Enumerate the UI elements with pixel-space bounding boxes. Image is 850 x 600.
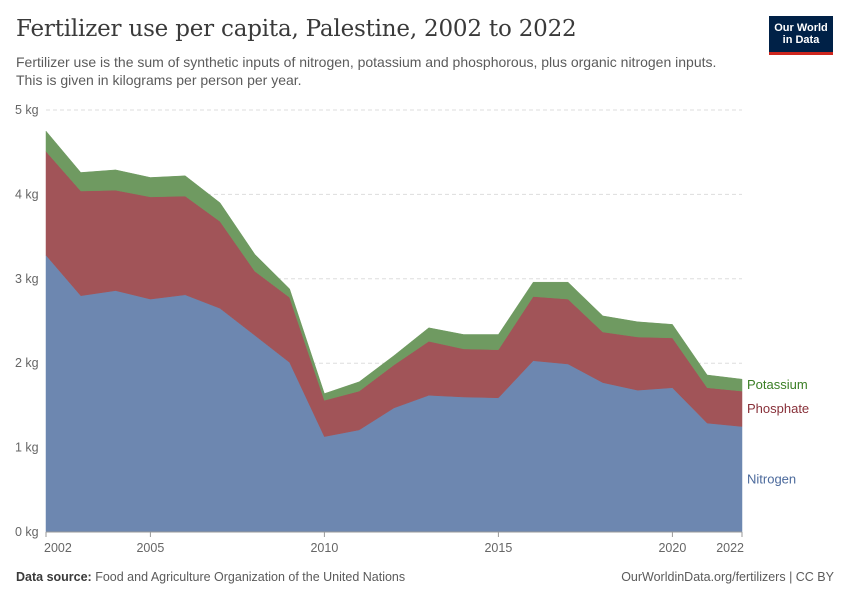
y-tick-label: 0 kg bbox=[15, 525, 39, 539]
y-axis: 0 kg 1 kg 2 kg 3 kg 4 kg 5 kg bbox=[15, 103, 39, 539]
data-source-text: Food and Agriculture Organization of the… bbox=[95, 570, 406, 584]
chart-title: Fertilizer use per capita, Palestine, 20… bbox=[16, 16, 577, 42]
y-tick-label: 4 kg bbox=[15, 187, 39, 201]
x-tick-label: 2005 bbox=[136, 541, 164, 555]
x-tick-label: 2002 bbox=[44, 541, 72, 555]
logo-line-2: in Data bbox=[782, 34, 820, 46]
logo-line-1: Our World bbox=[774, 22, 828, 34]
x-axis: 2002 2005 2010 2015 2020 2022 bbox=[44, 531, 744, 555]
series-label-potassium[interactable]: Potassium bbox=[747, 377, 808, 392]
y-tick-label: 2 kg bbox=[15, 356, 39, 370]
x-tick-label: 2022 bbox=[716, 541, 744, 555]
area-series-group bbox=[45, 130, 743, 533]
source-url-link[interactable]: OurWorldinData.org/fertilizers | CC BY bbox=[621, 570, 834, 584]
x-tick-label: 2015 bbox=[484, 541, 512, 555]
y-tick-label: 3 kg bbox=[15, 272, 39, 286]
area-potassium[interactable] bbox=[45, 130, 743, 401]
series-label-nitrogen[interactable]: Nitrogen bbox=[747, 471, 796, 486]
x-tick-label: 2010 bbox=[310, 541, 338, 555]
y-tick-label: 5 kg bbox=[15, 103, 39, 117]
owid-logo[interactable]: Our World in Data bbox=[769, 16, 833, 55]
data-source: Data source: Food and Agriculture Organi… bbox=[16, 570, 405, 584]
series-label-phosphate[interactable]: Phosphate bbox=[747, 401, 809, 416]
data-source-label: Data source: bbox=[16, 570, 92, 584]
series-labels: Nitrogen Phosphate Potassium bbox=[747, 377, 809, 486]
chart-subtitle: Fertilizer use is the sum of synthetic i… bbox=[16, 54, 717, 88]
y-tick-label: 1 kg bbox=[15, 441, 39, 455]
x-tick-label: 2020 bbox=[658, 541, 686, 555]
